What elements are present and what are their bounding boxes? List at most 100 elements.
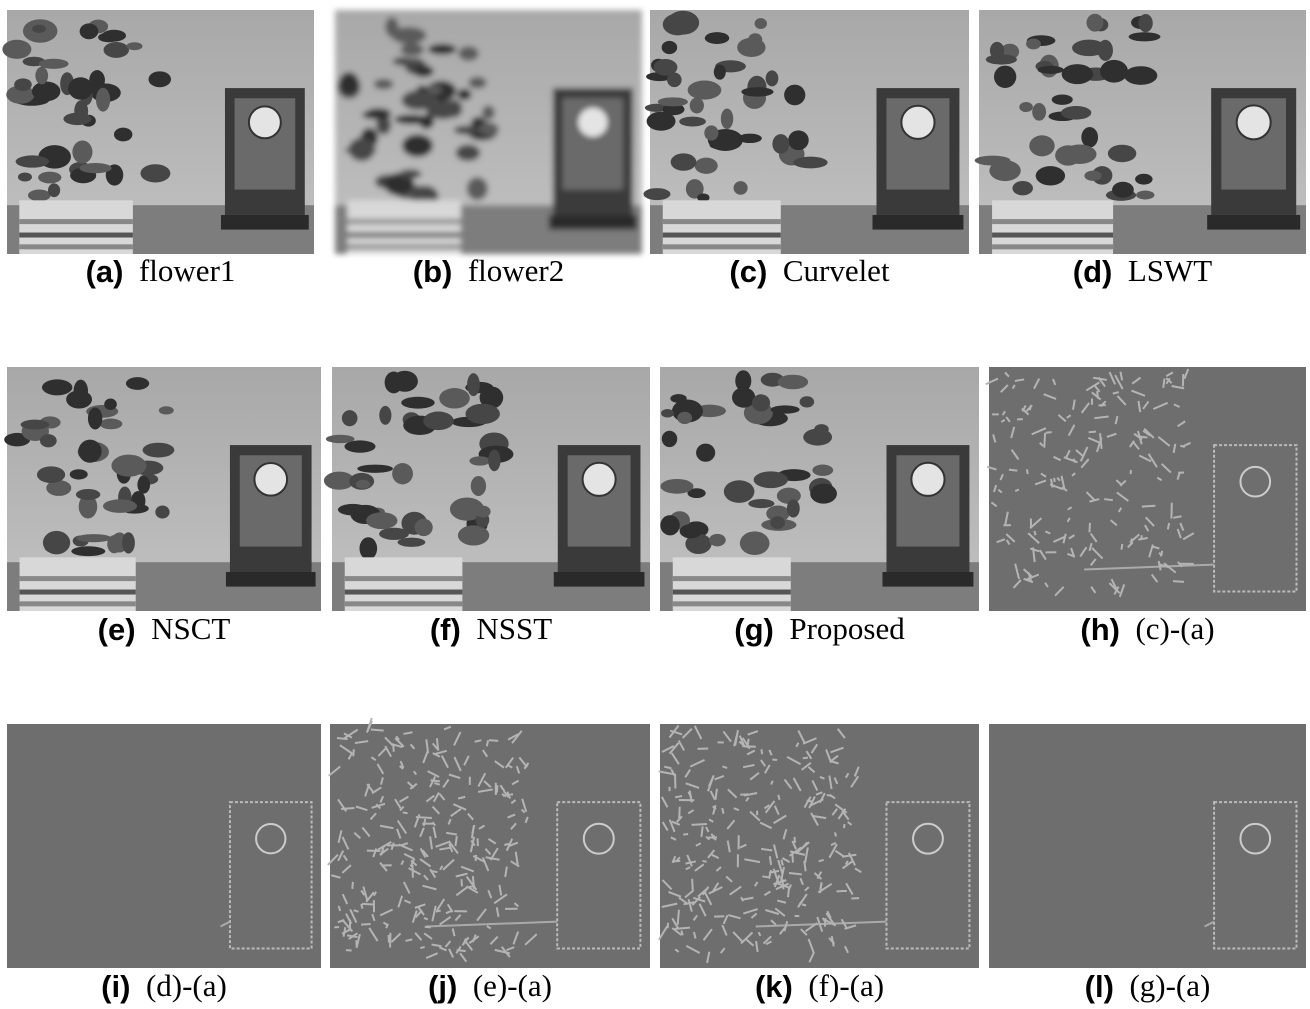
- photo: [4, 367, 321, 611]
- leaf: [18, 172, 32, 181]
- diff-stroke: [1089, 432, 1096, 433]
- leaf: [16, 155, 50, 167]
- diff-stroke: [455, 836, 456, 846]
- pot-stripe: [347, 219, 461, 224]
- pot-stripe: [345, 576, 463, 581]
- leaf: [68, 77, 93, 99]
- diff-stroke: [403, 813, 408, 814]
- panel-letter: (e): [98, 612, 136, 647]
- leaf: [1138, 14, 1152, 32]
- panel-label: NSCT: [151, 611, 230, 646]
- leaf: [1112, 182, 1134, 198]
- diff-stroke: [1121, 544, 1122, 550]
- leaf: [428, 85, 442, 95]
- leaf: [1084, 171, 1101, 181]
- leaf: [374, 79, 394, 90]
- leaf: [385, 17, 398, 37]
- diff-stroke: [675, 928, 690, 929]
- pot-stripe: [20, 576, 136, 581]
- leaf: [754, 471, 788, 488]
- pot-stripe: [347, 233, 461, 238]
- leaf: [680, 524, 702, 538]
- panel-letter: (b): [413, 254, 453, 289]
- pot-stripe: [992, 233, 1113, 238]
- leaf: [755, 18, 767, 29]
- panel-letter: (c): [729, 254, 767, 289]
- diff-stroke: [675, 796, 682, 797]
- panel-letter: (i): [101, 969, 130, 1004]
- leaf: [471, 476, 486, 496]
- panel-caption: (b) flower2: [413, 253, 565, 289]
- diff-stroke: [802, 904, 806, 905]
- figure: (a) flower1(b) flower2(c) Curvelet(d) LS…: [0, 0, 1310, 1009]
- leaf: [721, 108, 733, 129]
- panel-letter: (g): [734, 612, 774, 647]
- leaf: [428, 44, 456, 55]
- diff-stroke: [337, 738, 348, 739]
- panel: (i) (d)-(a): [7, 724, 321, 1004]
- diff-bg: [330, 724, 650, 968]
- diff-stroke: [1168, 523, 1169, 529]
- diff-stroke: [1173, 581, 1184, 582]
- leaf: [76, 489, 100, 500]
- panel-caption: (a) flower1: [86, 253, 236, 289]
- diff-stroke: [844, 824, 845, 828]
- leaf: [454, 126, 479, 135]
- panel-caption: (i) (d)-(a): [101, 968, 227, 1004]
- leaf: [88, 407, 102, 429]
- diff-stroke: [1140, 437, 1147, 438]
- leaf: [21, 420, 50, 430]
- leaf: [644, 188, 671, 200]
- diff-stroke: [1097, 391, 1098, 399]
- leaf: [695, 158, 718, 174]
- panel-letter: (a): [86, 254, 124, 289]
- leaf: [658, 97, 688, 106]
- leaf: [74, 380, 88, 403]
- pot-stripe: [19, 244, 133, 249]
- leaf: [705, 32, 729, 44]
- leaf: [366, 108, 392, 119]
- leaf: [122, 532, 135, 553]
- panel-letter: (k): [755, 969, 793, 1004]
- leaf: [1129, 32, 1161, 41]
- leaf: [38, 172, 61, 184]
- leaf: [667, 73, 681, 88]
- diff-stroke: [457, 950, 466, 951]
- photo: [975, 10, 1306, 254]
- panel-label: LSWT: [1128, 253, 1212, 288]
- leaf: [70, 469, 88, 479]
- leaf: [661, 409, 674, 418]
- leaf: [803, 429, 832, 446]
- pot-stripe: [19, 233, 133, 238]
- leaf: [2, 40, 31, 59]
- panel: (j) (e)-(a): [328, 718, 650, 1004]
- leaf: [445, 100, 463, 118]
- photo: [335, 10, 642, 254]
- diff-stroke: [504, 844, 509, 845]
- leaf: [772, 134, 789, 154]
- leaf: [704, 125, 718, 140]
- panel: (b) flower2: [335, 10, 642, 289]
- leaf: [1032, 103, 1046, 121]
- diff-stroke: [692, 824, 707, 825]
- diff-stroke: [1142, 506, 1156, 507]
- diff-stroke: [420, 947, 424, 948]
- diff-stroke: [469, 886, 474, 887]
- leaf: [140, 164, 170, 182]
- panel-label: flower2: [468, 253, 564, 288]
- leaf: [986, 54, 1017, 64]
- clock-base: [1207, 215, 1300, 230]
- leaf: [748, 499, 774, 508]
- panel-caption: (h) (c)-(a): [1080, 611, 1214, 647]
- leaf: [79, 163, 111, 173]
- diff-bg: [989, 724, 1306, 968]
- leaf: [439, 388, 470, 408]
- diff-stroke: [703, 861, 707, 862]
- leaf: [994, 66, 1016, 88]
- clock-base: [221, 215, 309, 230]
- diff-stroke: [361, 924, 370, 925]
- diff-bg: [660, 724, 979, 968]
- leaf: [349, 138, 375, 161]
- clock-face: [583, 463, 616, 496]
- panel: (f) NSST: [324, 367, 650, 647]
